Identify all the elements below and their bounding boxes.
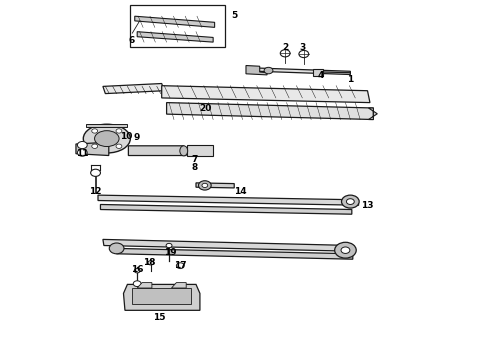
Polygon shape: [123, 284, 200, 310]
Circle shape: [148, 261, 154, 265]
Circle shape: [346, 199, 354, 204]
Text: 14: 14: [234, 187, 246, 196]
Text: 9: 9: [133, 133, 140, 142]
Circle shape: [166, 243, 172, 248]
Circle shape: [91, 169, 100, 176]
Circle shape: [341, 247, 350, 253]
Text: 8: 8: [192, 163, 198, 172]
Polygon shape: [137, 283, 152, 288]
Polygon shape: [103, 239, 354, 251]
Text: 18: 18: [143, 258, 156, 266]
Polygon shape: [162, 86, 370, 103]
Circle shape: [116, 144, 122, 148]
Circle shape: [92, 144, 98, 148]
Polygon shape: [368, 108, 377, 120]
Text: 3: 3: [300, 43, 306, 52]
Text: 4: 4: [318, 71, 324, 80]
Circle shape: [77, 149, 87, 156]
Circle shape: [134, 269, 140, 273]
Bar: [130, 5, 225, 47]
Bar: [187, 145, 213, 156]
Text: 15: 15: [153, 313, 166, 322]
Circle shape: [264, 67, 273, 74]
Polygon shape: [76, 142, 109, 156]
Text: 2: 2: [282, 43, 288, 52]
Text: 17: 17: [174, 261, 187, 270]
Circle shape: [202, 183, 208, 188]
Text: 19: 19: [164, 248, 177, 257]
Ellipse shape: [83, 124, 130, 153]
Polygon shape: [103, 84, 164, 94]
Text: 12: 12: [89, 187, 102, 196]
Polygon shape: [196, 183, 234, 188]
Circle shape: [133, 281, 141, 287]
Polygon shape: [135, 16, 215, 27]
Circle shape: [280, 50, 290, 57]
Polygon shape: [128, 146, 186, 156]
Text: 5: 5: [231, 11, 237, 20]
Text: 13: 13: [361, 201, 374, 210]
Polygon shape: [98, 195, 359, 205]
Circle shape: [299, 50, 309, 58]
Text: 1: 1: [347, 76, 353, 85]
Polygon shape: [167, 103, 373, 120]
Polygon shape: [247, 68, 350, 75]
Polygon shape: [86, 124, 127, 127]
Text: 10: 10: [120, 132, 133, 141]
Circle shape: [92, 129, 98, 133]
Polygon shape: [117, 248, 353, 259]
Circle shape: [116, 129, 122, 133]
Circle shape: [342, 195, 359, 208]
Polygon shape: [100, 204, 352, 214]
Polygon shape: [246, 66, 267, 75]
Polygon shape: [172, 283, 186, 288]
Circle shape: [176, 263, 184, 269]
Text: 16: 16: [131, 265, 144, 274]
Polygon shape: [137, 32, 213, 42]
Circle shape: [77, 141, 87, 149]
Ellipse shape: [180, 146, 188, 156]
Text: 6: 6: [128, 36, 134, 45]
Text: 11: 11: [76, 149, 89, 158]
Polygon shape: [313, 69, 323, 76]
Text: 20: 20: [199, 104, 212, 113]
Circle shape: [335, 242, 356, 258]
Polygon shape: [132, 288, 191, 304]
Circle shape: [198, 181, 211, 190]
Circle shape: [109, 243, 124, 254]
Ellipse shape: [95, 131, 119, 147]
Text: 7: 7: [192, 155, 198, 163]
